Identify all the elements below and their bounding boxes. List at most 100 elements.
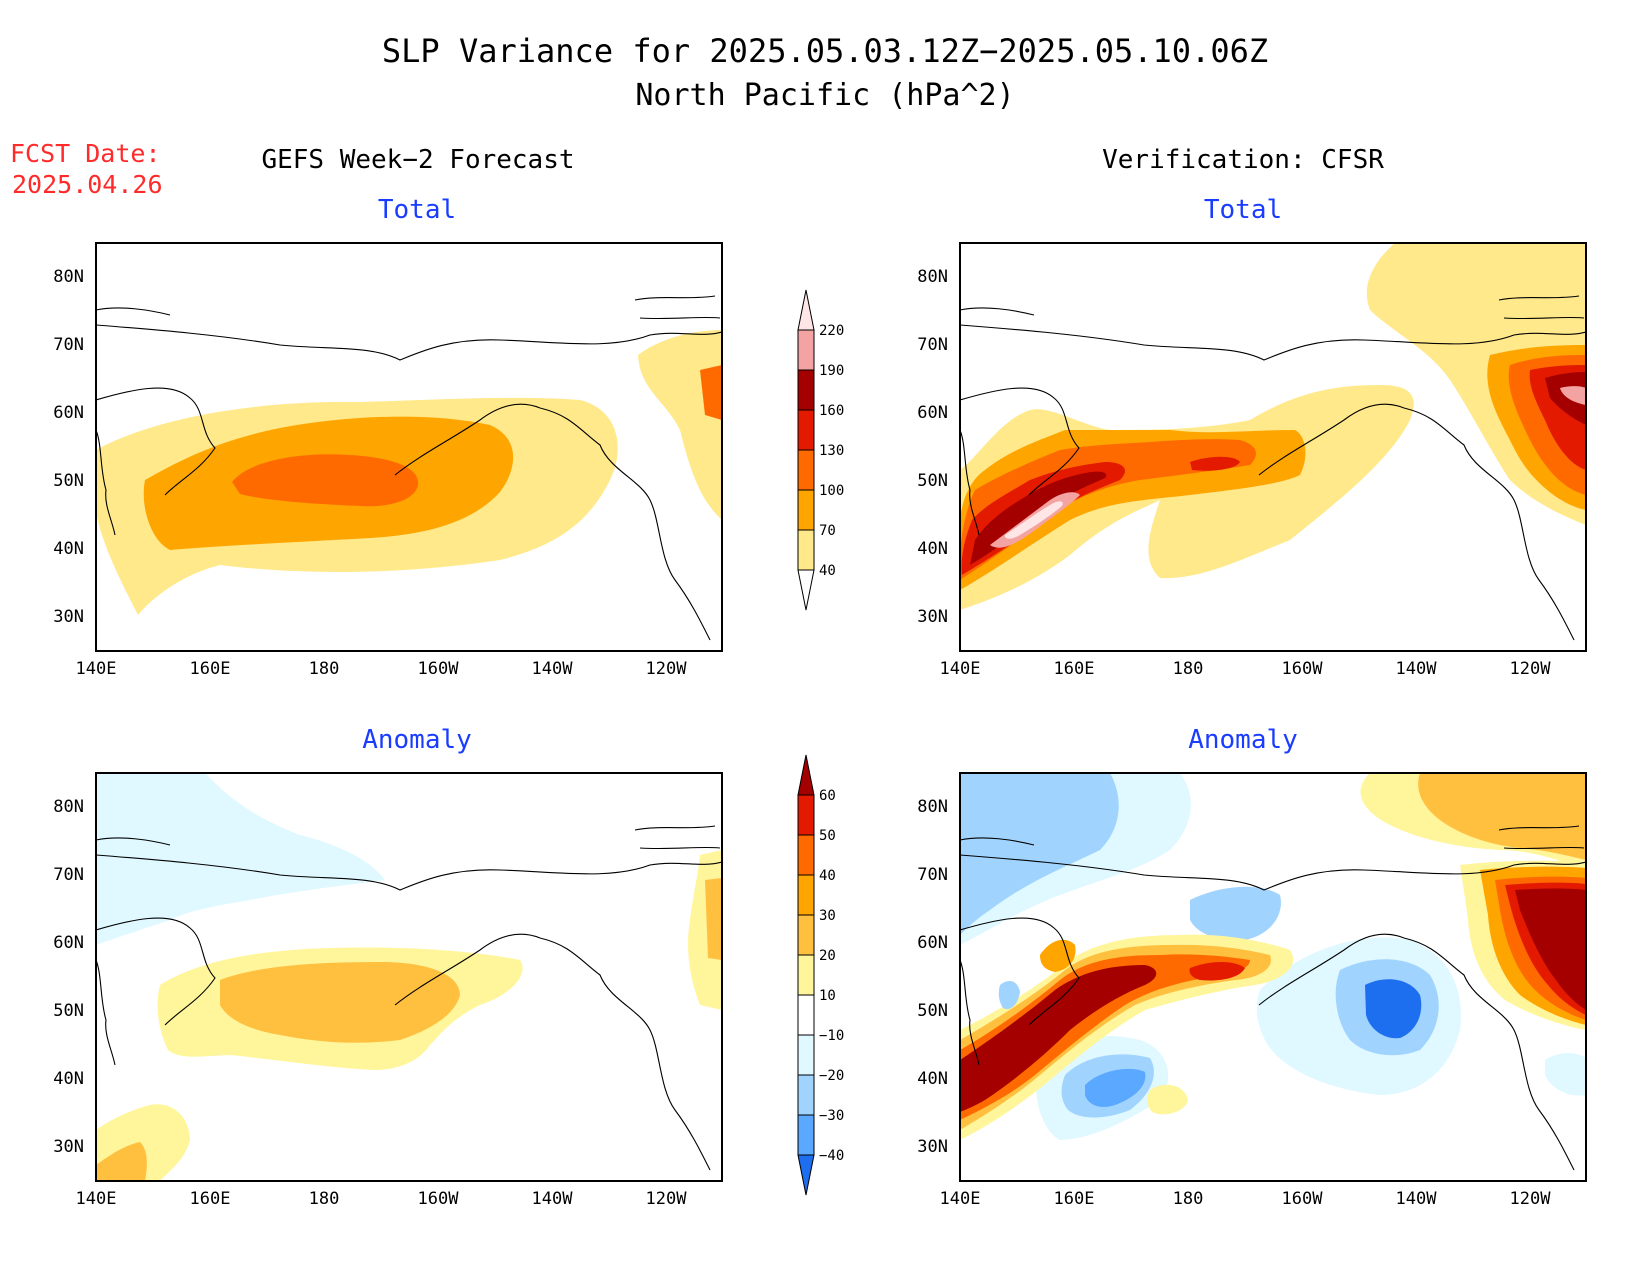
y-tick-label: 30N — [53, 607, 84, 627]
x-tick-label: 160W — [418, 1189, 460, 1209]
x-tick-label: 140W — [532, 659, 574, 679]
panel-title-verif-anom: Anomaly — [1188, 725, 1298, 755]
colorbar-tick-label: 20 — [819, 948, 836, 964]
x-tick-label: 180 — [1173, 1189, 1204, 1209]
panel-fcst-anom: 30N 40N 50N 60N 70N 80N 140E 160E 180 16… — [53, 772, 723, 1209]
left-column-title: GEFS Week−2 Forecast — [261, 145, 574, 175]
verif-anom-contour-neg10-se — [1545, 1053, 1586, 1096]
x-tick-label: 160W — [1282, 1189, 1324, 1209]
fcst-anom-shading — [96, 773, 722, 1181]
x-tick-label: 140E — [940, 659, 981, 679]
y-tick-label: 80N — [917, 797, 948, 817]
verif-anom-y-axis: 30N 40N 50N 60N 70N 80N — [917, 797, 948, 1157]
x-tick-label: 160W — [418, 659, 460, 679]
verif-total-contour-220 — [1004, 501, 1063, 539]
colorbar-box — [797, 914, 815, 956]
colorbar-tick-label: 190 — [819, 363, 844, 379]
colorbar-box — [797, 1114, 815, 1156]
verif-anom-contour-20-ne — [1418, 773, 1586, 860]
verif-total-coastlines — [960, 295, 1586, 641]
verif-anom-contour-50-c — [1189, 962, 1245, 981]
x-tick-label: 120W — [1510, 1189, 1552, 1209]
y-tick-label: 70N — [917, 335, 948, 355]
fcst-anom-frame — [95, 772, 723, 1182]
fcst-total-coastlines — [96, 295, 722, 641]
y-tick-label: 40N — [53, 1069, 84, 1089]
panel-verif-anom: 30N 40N 50N 60N 70N 80N 140E 160E 180 16… — [917, 772, 1587, 1209]
colorbar-tick-label: −10 — [819, 1028, 844, 1044]
colorbar-box — [797, 409, 815, 451]
x-tick-label: 140E — [76, 1189, 117, 1209]
fcst-anom-contour-neg10 — [96, 773, 385, 945]
verif-anom-x-axis: 140E 160E 180 160W 140W 120W — [940, 1189, 1552, 1209]
fcst-anom-coastlines — [96, 825, 722, 1171]
colorbar-arrow-low — [797, 569, 815, 611]
y-tick-label: 50N — [917, 1001, 948, 1021]
y-tick-label: 30N — [917, 1137, 948, 1157]
verif-total-x-axis: 140E 160E 180 160W 140W 120W — [940, 659, 1552, 679]
colorbar-tick-label: −20 — [819, 1068, 844, 1084]
verif-anom-coastlines — [960, 825, 1586, 1171]
verif-anom-contour-neg30-center — [1085, 1068, 1146, 1107]
y-tick-label: 40N — [917, 1069, 948, 1089]
panel-title-verif-total: Total — [1204, 195, 1282, 225]
fcst-total-frame — [95, 242, 723, 652]
x-tick-label: 160E — [1054, 659, 1095, 679]
fcst-anom-contour-20 — [220, 962, 460, 1043]
fcst-total-x-axis: 140E 160E 180 160W 140W 120W — [76, 659, 688, 679]
colorbar-arrow-high — [797, 289, 815, 331]
verif-anom-contour-30-kam — [1040, 939, 1076, 972]
panel-title-fcst-anom: Anomaly — [362, 725, 472, 755]
y-tick-label: 60N — [53, 403, 84, 423]
fcst-date-value: 2025.04.26 — [12, 170, 163, 199]
colorbar-box — [797, 1074, 815, 1116]
verif-anom-contour-neg30-east — [1365, 979, 1422, 1039]
y-tick-label: 70N — [917, 865, 948, 885]
fcst-total-y-axis: 30N 40N 50N 60N 70N 80N — [53, 267, 84, 627]
colorbar-box — [797, 369, 815, 411]
colorbar-box — [797, 874, 815, 916]
colorbar-arrow-high — [797, 754, 815, 796]
y-tick-label: 80N — [917, 267, 948, 287]
verif-total-shading — [960, 243, 1586, 610]
colorbar-box — [797, 994, 815, 1036]
x-tick-label: 160E — [190, 1189, 231, 1209]
colorbar-tick-label: 40 — [819, 563, 836, 579]
verif-anom-contour-10-c — [1147, 1084, 1188, 1115]
y-tick-label: 30N — [53, 1137, 84, 1157]
x-tick-label: 120W — [1510, 659, 1552, 679]
x-tick-label: 140E — [76, 659, 117, 679]
verif-anom-contour-60-w — [960, 965, 1157, 1112]
y-tick-label: 40N — [53, 539, 84, 559]
colorbar-arrow-low — [797, 1154, 815, 1196]
colorbar-tick-label: 70 — [819, 523, 836, 539]
verif-anom-contour-10-w — [960, 934, 1294, 1140]
x-tick-label: 160E — [190, 659, 231, 679]
fcst-total-contour-40-east — [638, 330, 722, 520]
y-tick-label: 60N — [917, 403, 948, 423]
y-tick-label: 50N — [53, 1001, 84, 1021]
anomaly-colorbar: 60 50 40 30 20 10 −10 −20 −30 −40 — [797, 754, 844, 1196]
colorbar-tick-label: 160 — [819, 403, 844, 419]
y-tick-label: 50N — [53, 471, 84, 491]
colorbar-box — [797, 449, 815, 491]
colorbar-tick-label: 60 — [819, 788, 836, 804]
fcst-anom-contour-20-east — [705, 878, 722, 960]
panel-title-fcst-total: Total — [378, 195, 456, 225]
colorbar-tick-label: 220 — [819, 323, 844, 339]
colorbar-box — [797, 834, 815, 876]
colorbar-tick-label: 130 — [819, 443, 844, 459]
verif-anom-contour-20-w — [960, 944, 1271, 1130]
verif-anom-shading — [960, 773, 1586, 1140]
x-tick-label: 120W — [646, 1189, 688, 1209]
fcst-anom-x-axis: 140E 160E 180 160W 140W 120W — [76, 1189, 688, 1209]
fcst-anom-y-axis: 30N 40N 50N 60N 70N 80N — [53, 797, 84, 1157]
verif-anom-contour-neg20-alaska — [1190, 886, 1281, 941]
y-tick-label: 80N — [53, 797, 84, 817]
colorbar-tick-label: 100 — [819, 483, 844, 499]
colorbar-tick-label: −30 — [819, 1108, 844, 1124]
colorbar-box — [797, 329, 815, 371]
verif-anom-contour-60-e — [1515, 888, 1586, 1010]
verif-anom-frame — [959, 772, 1587, 1182]
